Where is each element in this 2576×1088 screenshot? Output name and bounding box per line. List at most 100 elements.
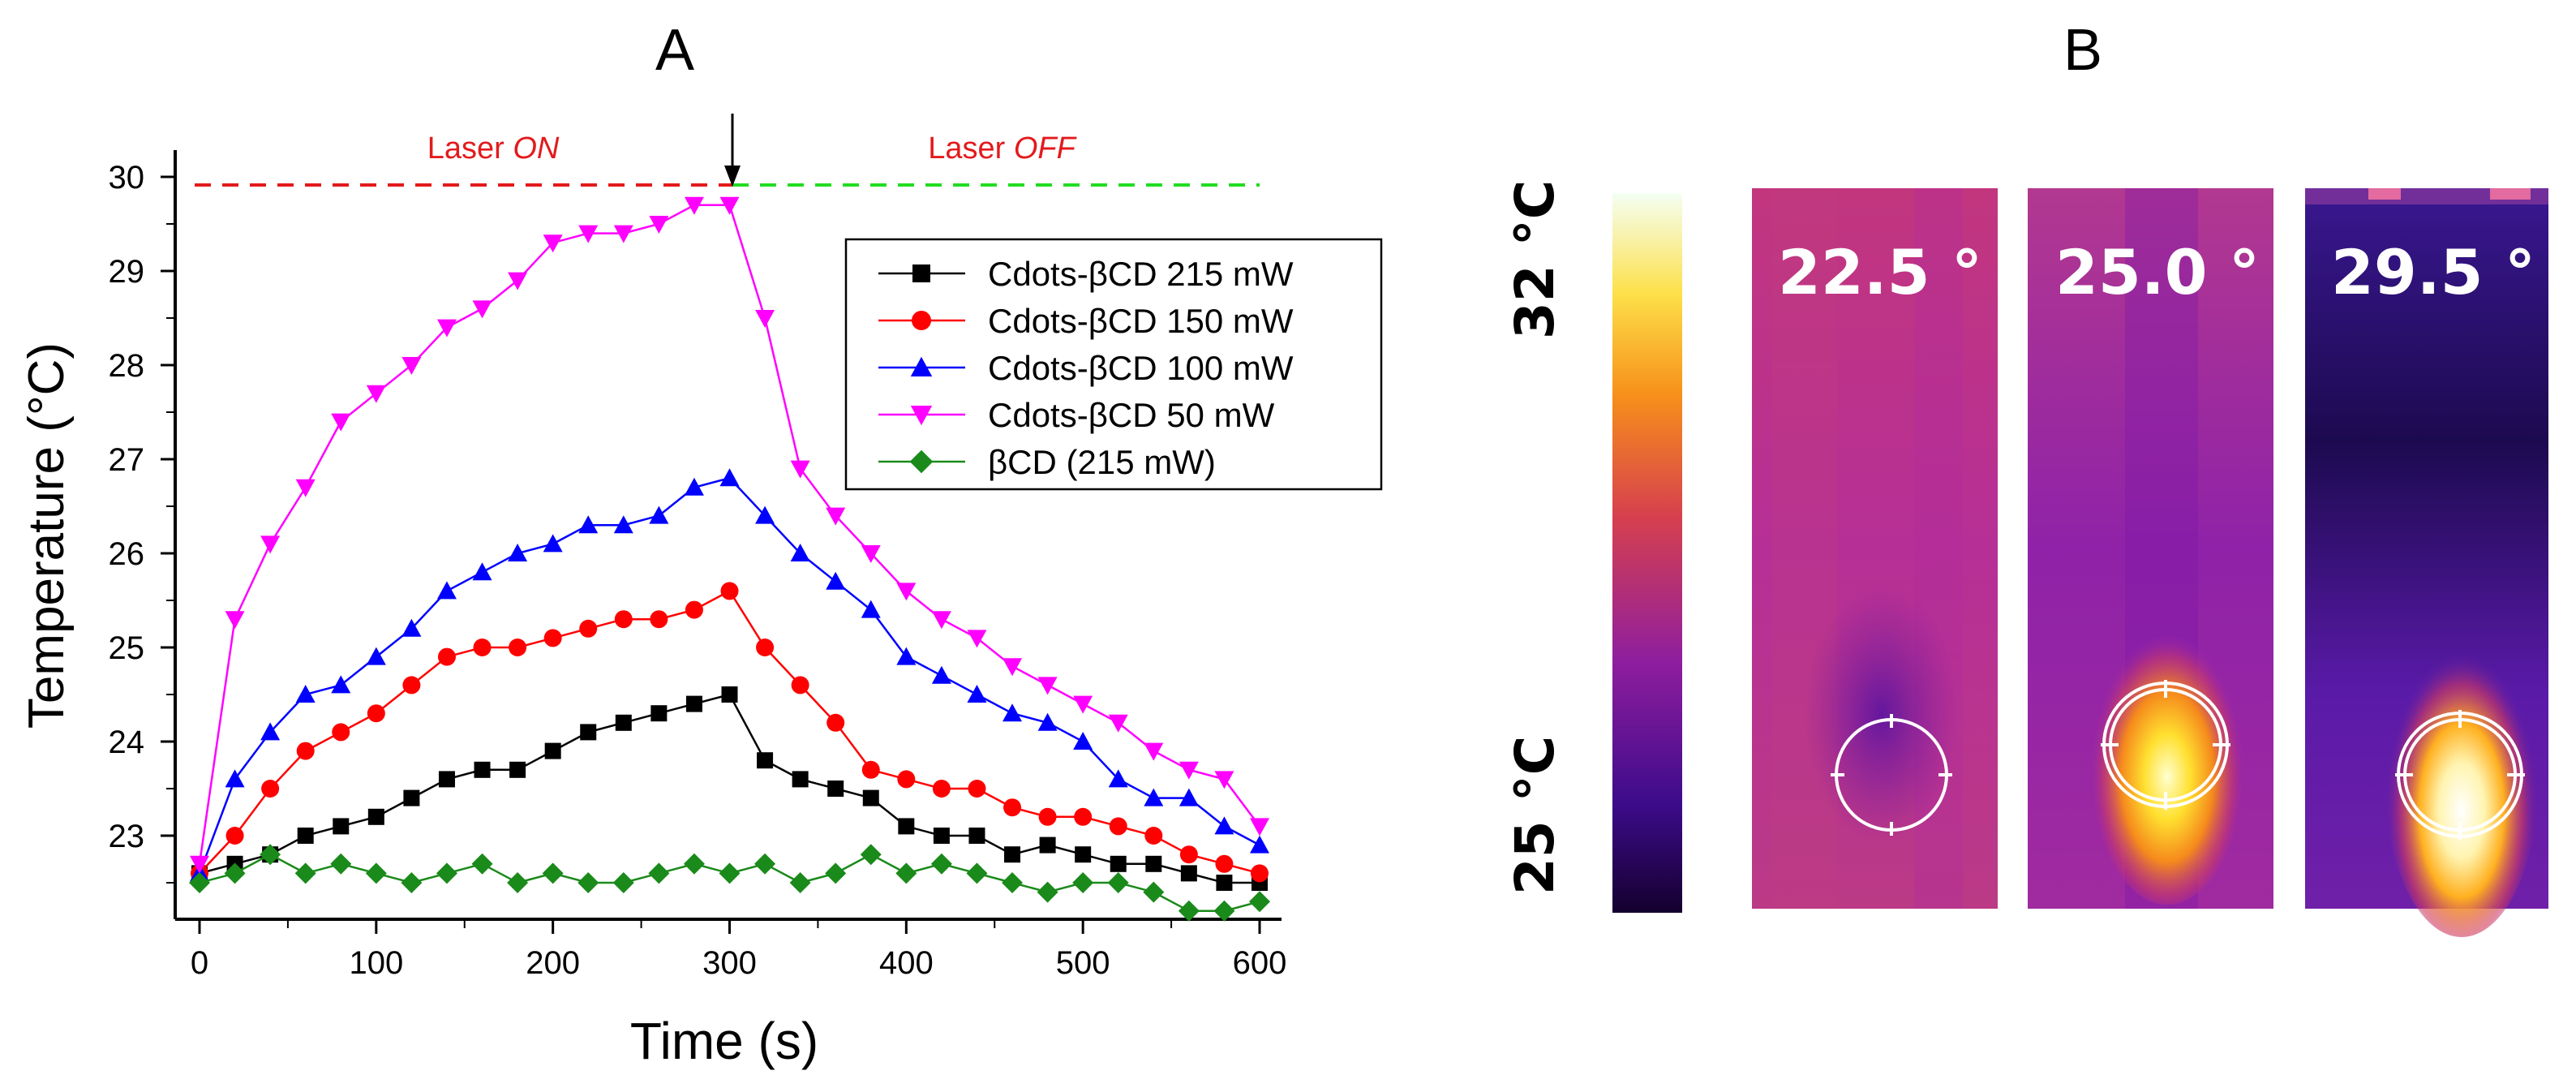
data-point xyxy=(260,535,281,554)
data-point xyxy=(333,818,350,835)
data-point xyxy=(1002,703,1023,722)
data-point xyxy=(294,862,316,884)
data-point xyxy=(790,460,810,479)
data-point xyxy=(578,515,599,534)
data-point xyxy=(1037,881,1058,903)
legend-marker xyxy=(912,264,930,282)
laser-on-text: Laser ON xyxy=(427,131,560,166)
data-point xyxy=(1215,854,1234,873)
data-point xyxy=(1002,658,1023,677)
data-point xyxy=(436,581,457,600)
y-tick-label: 26 xyxy=(109,536,145,572)
data-point xyxy=(402,676,421,695)
legend-label: Cdots-βCD 100 mW xyxy=(988,349,1294,387)
data-point xyxy=(474,761,491,778)
y-tick-label: 25 xyxy=(109,630,145,666)
legend-label: Cdots-βCD 150 mW xyxy=(988,302,1294,340)
data-point xyxy=(401,872,423,893)
legend-item: Cdots-βCD 50 mW xyxy=(878,396,1275,434)
data-point xyxy=(930,853,952,875)
data-point xyxy=(509,639,527,656)
legend-items: Cdots-βCD 215 mW Cdots-βCD 150 mW Cdots-βC… xyxy=(878,255,1294,481)
data-point xyxy=(719,862,741,884)
y-tick-label: 27 xyxy=(109,442,145,478)
laser-off-text: Laser OFF xyxy=(928,131,1076,166)
data-point xyxy=(861,600,881,618)
data-point xyxy=(827,781,844,797)
axis-ticks xyxy=(161,175,1261,934)
data-point xyxy=(933,828,950,844)
data-point xyxy=(1074,807,1093,826)
data-point xyxy=(684,196,704,215)
data-point xyxy=(897,770,916,789)
data-point xyxy=(1109,817,1127,836)
laser-on-prefix: Laser xyxy=(427,131,513,166)
data-point xyxy=(297,828,314,844)
series-line xyxy=(199,589,1260,875)
data-point xyxy=(1250,818,1269,836)
data-point xyxy=(757,752,774,769)
y-tick-label: 28 xyxy=(109,348,145,384)
legend-label: Cdots-βCD 50 mW xyxy=(988,396,1275,434)
data-point xyxy=(332,723,350,742)
data-point xyxy=(367,704,385,723)
thermal-image-1-label: 22.5 ° xyxy=(1778,236,1982,308)
y-tick-label: 24 xyxy=(109,725,145,760)
data-point xyxy=(1075,846,1092,863)
target-reticle-icon xyxy=(2101,680,2230,810)
data-point xyxy=(968,828,985,844)
data-point xyxy=(1143,881,1165,903)
data-point xyxy=(401,357,422,375)
data-point xyxy=(544,742,561,759)
x-axis-label: Time (s) xyxy=(630,1012,818,1070)
data-point xyxy=(931,665,951,684)
data-point xyxy=(473,639,492,656)
legend-marker xyxy=(909,449,934,474)
data-point xyxy=(613,515,633,534)
series-5 xyxy=(189,844,1270,922)
data-point xyxy=(436,862,457,884)
data-point xyxy=(755,310,775,328)
data-point xyxy=(1214,816,1234,835)
data-point xyxy=(648,862,670,884)
data-point xyxy=(791,676,809,695)
x-tick-label: 500 xyxy=(1056,945,1110,981)
data-point xyxy=(895,862,917,884)
data-point xyxy=(295,479,316,497)
data-point xyxy=(1250,835,1269,854)
data-point xyxy=(612,872,634,893)
data-point xyxy=(580,724,597,741)
x-tick-label: 400 xyxy=(879,945,934,981)
series-4 xyxy=(190,196,1269,874)
target-reticle-icon xyxy=(1831,714,1952,836)
data-point xyxy=(932,780,951,798)
data-point xyxy=(720,582,739,600)
legend-item: Cdots-βCD 150 mW xyxy=(878,302,1294,340)
data-point xyxy=(1003,798,1022,817)
data-point xyxy=(1251,864,1269,883)
data-point xyxy=(685,600,703,619)
data-point xyxy=(1145,855,1162,872)
x-tick-label: 200 xyxy=(526,945,580,981)
data-point xyxy=(331,675,351,694)
data-point xyxy=(685,695,702,712)
data-point xyxy=(1144,788,1164,806)
data-point xyxy=(1179,761,1199,780)
data-point xyxy=(790,544,810,561)
data-point xyxy=(614,610,633,629)
data-point xyxy=(649,505,669,524)
legend: Cdots-βCD 215 mW Cdots-βCD 150 mW Cdots-βC… xyxy=(844,238,1383,491)
data-point xyxy=(295,685,316,703)
data-point xyxy=(1178,900,1200,922)
thermal-image-2-label: 25.0 ° xyxy=(2055,236,2260,308)
data-point xyxy=(826,571,846,590)
data-point xyxy=(1144,742,1164,761)
switch-off-arrow xyxy=(724,114,741,187)
data-point xyxy=(684,477,704,496)
data-point xyxy=(1213,900,1235,922)
data-point xyxy=(650,705,668,722)
data-point xyxy=(543,534,563,553)
data-point xyxy=(649,216,669,234)
legend-marker xyxy=(910,356,933,376)
data-point xyxy=(225,769,245,788)
